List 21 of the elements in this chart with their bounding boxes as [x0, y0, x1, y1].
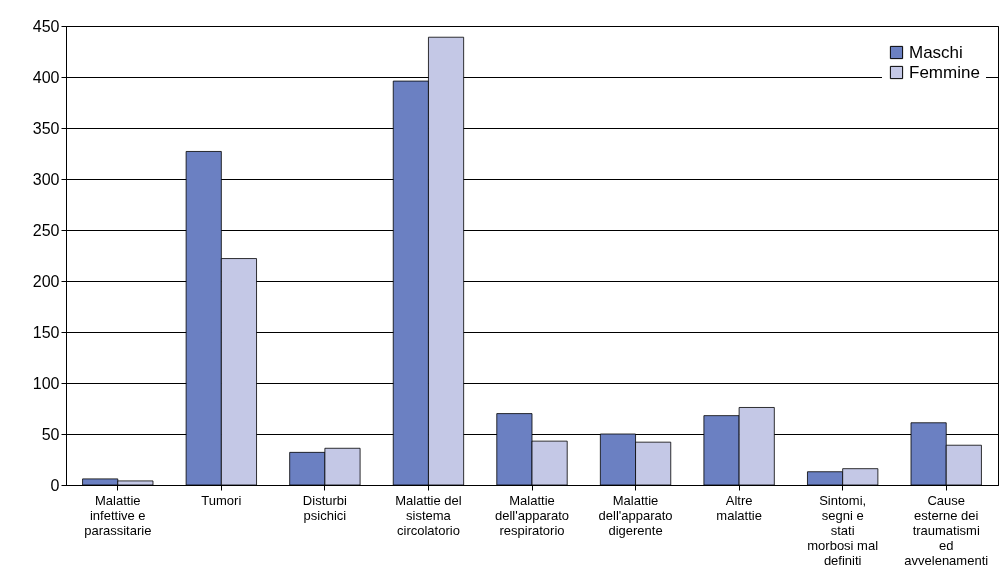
x-tick-label: Disturbi psichici: [302, 492, 348, 523]
y-tick-label: 100: [32, 374, 60, 392]
y-tick-label: 250: [32, 221, 60, 239]
legend-label: Femmine: [909, 62, 980, 82]
x-tick-label: Sintomi, segni e stati morbosi mal definiti: [807, 492, 879, 568]
y-tick-label: 150: [32, 323, 60, 341]
y-tick-label: 200: [32, 272, 60, 290]
x-tick-label: Tumori: [201, 492, 242, 508]
y-tick-label: 350: [32, 119, 60, 137]
legend-label: Maschi: [909, 42, 963, 62]
x-tick-label: Cause esterne dei traumatismi ed avvelenamenti: [904, 492, 989, 568]
x-tick-label: Malattie del sistema circolatorio: [395, 492, 462, 538]
y-tick-label: 400: [32, 68, 60, 86]
x-tick-label: Altre malattie: [716, 492, 762, 523]
x-tick-label: Malattie dell'apparato digerente: [598, 492, 673, 538]
x-tick-label: Malattie dell'apparato respiratorio: [494, 492, 570, 538]
y-tick-label: 300: [32, 170, 60, 188]
y-tick-label: 50: [41, 425, 60, 443]
y-tick-label: 450: [32, 17, 60, 35]
y-tick-label: 0: [50, 476, 60, 494]
x-tick-label: Malattie infettive e parassitarie: [84, 492, 152, 538]
